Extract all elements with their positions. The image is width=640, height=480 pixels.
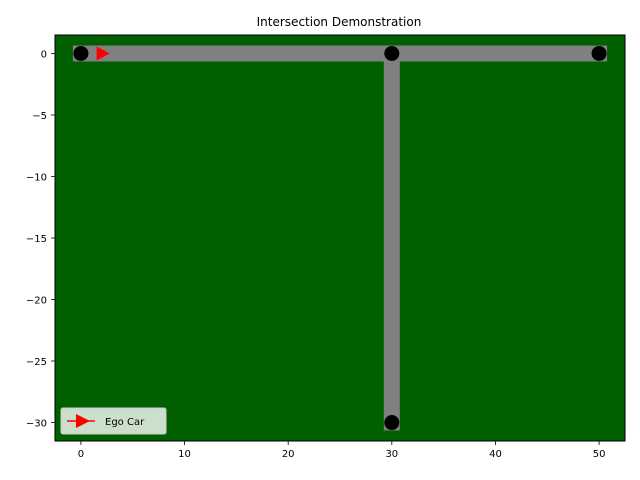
- x-axis: 0 10 20 30 40 50: [78, 441, 606, 460]
- ego-car-marker: [96, 46, 110, 61]
- intersection-node-1: [384, 45, 400, 61]
- x-tick-label-3: 30: [385, 449, 398, 460]
- x-tick-label-1: 10: [178, 449, 191, 460]
- y-axis: 0 −5 −10 −15 −20 −25 −30: [26, 49, 55, 430]
- legend-label-ego-car: Ego Car: [105, 417, 145, 428]
- intersection-nodes: [73, 45, 607, 431]
- chart-title: Intersection Demonstration: [257, 15, 422, 29]
- plot-area: [54, 34, 626, 442]
- y-tick-label-5: −25: [26, 357, 47, 368]
- ego-car-marker-group: [96, 46, 110, 61]
- legend: Ego Car: [60, 407, 167, 435]
- x-tick-label-4: 40: [489, 449, 502, 460]
- y-tick-label-4: −20: [26, 296, 47, 307]
- y-tick-label-1: −5: [32, 111, 47, 122]
- y-tick-label-2: −10: [26, 172, 47, 183]
- x-tick-label-5: 50: [593, 449, 606, 460]
- y-tick-label-6: −30: [26, 419, 47, 430]
- intersection-node-2: [591, 45, 607, 61]
- plot-background: [55, 35, 625, 441]
- y-tick-label-0: 0: [41, 49, 47, 60]
- legend-triangle-marker: [76, 414, 90, 428]
- intersection-node-3: [384, 415, 400, 431]
- y-tick-label-3: −15: [26, 234, 47, 245]
- roads: [72, 45, 608, 431]
- intersection-node-0: [73, 45, 89, 61]
- x-tick-label-0: 0: [78, 449, 84, 460]
- x-tick-label-2: 20: [282, 449, 295, 460]
- legend-box: [60, 407, 167, 435]
